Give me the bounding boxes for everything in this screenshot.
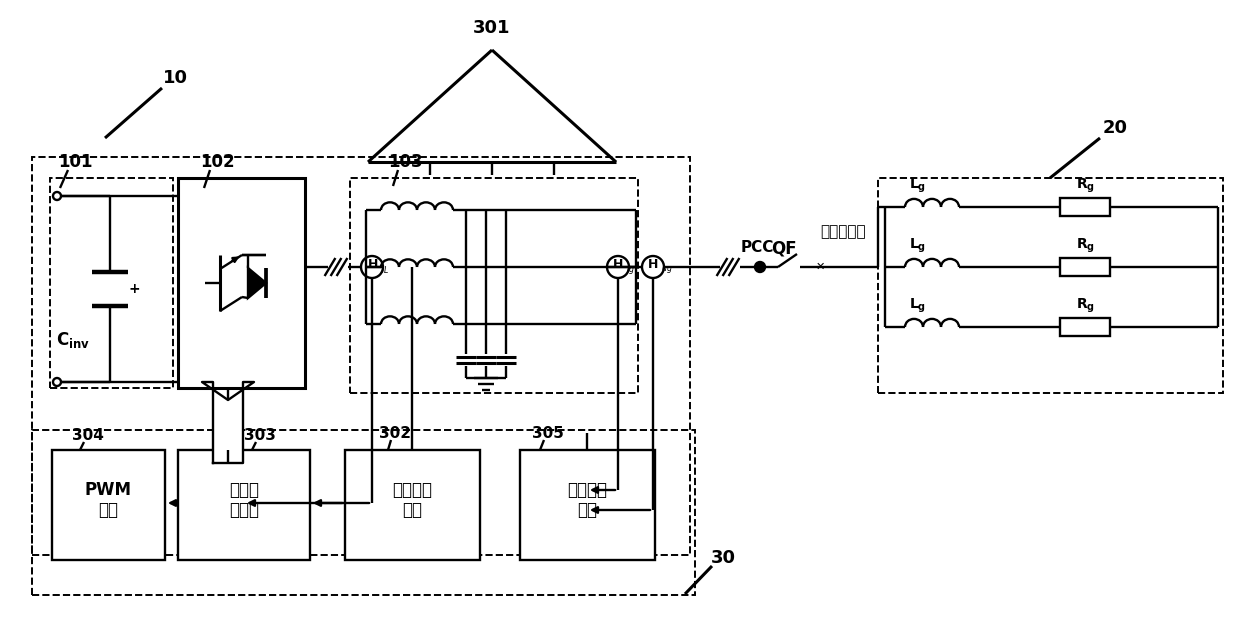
Bar: [520, 450, 655, 560]
Text: $\mathbf{R_g}$: $\mathbf{R_g}$: [1075, 297, 1094, 315]
Text: $\mathbf{L_g}$: $\mathbf{L_g}$: [909, 177, 927, 195]
Circle shape: [361, 256, 383, 278]
Text: +: +: [128, 282, 140, 296]
Text: $\mathbf{C_{inv}}$: $\mathbf{C_{inv}}$: [56, 330, 90, 350]
Bar: [349, 178, 638, 393]
Bar: [1061, 198, 1110, 216]
Text: 交流断路器: 交流断路器: [820, 225, 866, 239]
Polygon shape: [248, 268, 266, 298]
Bar: [878, 178, 1223, 393]
Text: $\mathbf{R_g}$: $\mathbf{R_g}$: [1075, 237, 1094, 255]
Bar: [32, 430, 695, 595]
Text: 305: 305: [532, 425, 564, 440]
Text: PWM: PWM: [84, 481, 131, 499]
Text: 电网阻抗: 电网阻抗: [567, 481, 607, 499]
Text: $_{iL}$: $_{iL}$: [382, 265, 389, 277]
Text: 10: 10: [162, 69, 187, 87]
Text: 303: 303: [244, 429, 276, 443]
Text: $\mathbf{H}$: $\mathbf{H}$: [612, 259, 623, 271]
Text: PCC: PCC: [741, 241, 773, 256]
Circle shape: [53, 378, 61, 386]
Text: 103: 103: [388, 153, 422, 171]
Bar: [50, 178, 173, 388]
Bar: [178, 178, 305, 388]
Circle shape: [607, 256, 629, 278]
Bar: [32, 157, 690, 555]
Text: QF: QF: [771, 239, 797, 257]
Text: $_{ig}$: $_{ig}$: [626, 264, 634, 279]
Text: $\mathbf{H}$: $\mathbf{H}$: [368, 259, 379, 271]
Text: 302: 302: [379, 425, 411, 440]
Text: ✕: ✕: [817, 262, 825, 272]
Text: 注入: 注入: [401, 501, 422, 519]
Text: 101: 101: [58, 153, 92, 171]
Bar: [178, 450, 310, 560]
Bar: [344, 450, 479, 560]
Text: 301: 301: [473, 19, 510, 37]
Text: 环控制: 环控制: [229, 501, 259, 519]
Polygon shape: [202, 382, 254, 463]
Text: 20: 20: [1103, 119, 1127, 137]
Text: 调制: 调制: [98, 501, 118, 519]
Bar: [1061, 318, 1110, 336]
Text: 304: 304: [72, 429, 104, 443]
Text: $\mathbf{R_g}$: $\mathbf{R_g}$: [1075, 177, 1094, 195]
Bar: [52, 450, 165, 560]
Bar: [1061, 258, 1110, 276]
Text: 30: 30: [710, 549, 736, 567]
Circle shape: [642, 256, 664, 278]
Text: $\mathbf{H}$: $\mathbf{H}$: [647, 259, 659, 271]
Text: 计算: 计算: [577, 501, 597, 519]
Text: $_{ug}$: $_{ug}$: [660, 265, 673, 277]
Text: 102: 102: [199, 153, 234, 171]
Text: 扰动信号: 扰动信号: [392, 481, 432, 499]
Circle shape: [755, 262, 764, 272]
Text: $\mathbf{L_g}$: $\mathbf{L_g}$: [909, 237, 927, 255]
Text: $\mathbf{L_g}$: $\mathbf{L_g}$: [909, 297, 927, 315]
Circle shape: [53, 192, 61, 200]
Text: 电流闭: 电流闭: [229, 481, 259, 499]
